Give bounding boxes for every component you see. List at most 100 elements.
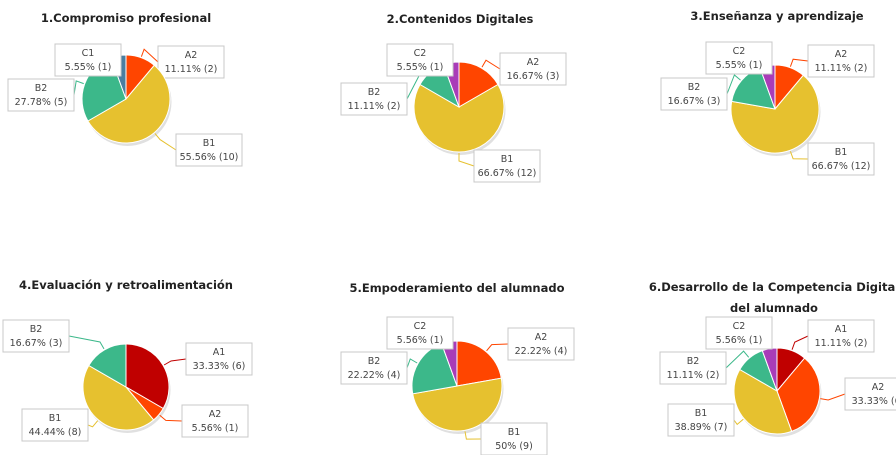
- label-leader-b1: [789, 151, 809, 160]
- label-leader-a2: [159, 414, 183, 422]
- slice-percent-label: 66.67% (12): [812, 161, 871, 172]
- slice-category-label: C2: [414, 48, 427, 59]
- slice-label-c2: C2 5.56% (1): [386, 316, 454, 350]
- slice-label-box: [181, 404, 249, 438]
- slice-category-label: C2: [733, 321, 746, 332]
- slice-label-b2: B2 27.78% (5): [7, 78, 75, 112]
- slice-label-c2: C2 5.56% (1): [705, 316, 773, 350]
- slice-percent-label: 22.22% (4): [515, 346, 568, 357]
- pie-slice-a2: [458, 61, 499, 108]
- label-leader-a2: [140, 48, 159, 63]
- slice-label-a2: A2 11.11% (2): [157, 45, 225, 79]
- slice-label-b1: B1 50% (9): [480, 422, 548, 455]
- pie-slice-a2: [456, 340, 502, 387]
- pie-chart-3: 3.Enseñanza y aprendizaje A2 11.11% (2) B1 6…: [660, 9, 875, 176]
- pie-slice-b1: [82, 364, 155, 431]
- label-leader-a2: [481, 59, 501, 70]
- slice-percent-label: 33.33% (6): [193, 361, 246, 372]
- slice-category-label: A2: [185, 50, 198, 61]
- slice-label-b2: B2 16.67% (3): [2, 319, 70, 353]
- chart-title: 4.Evaluación y retroalimentación: [19, 278, 233, 292]
- slice-label-c1: C1 5.55% (1): [54, 43, 122, 77]
- slice-label-box: [185, 342, 253, 376]
- label-leader-b2: [68, 335, 105, 350]
- label-leader-b1: [458, 153, 475, 167]
- slice-label-box: [386, 43, 454, 77]
- slice-label-b2: B2 11.11% (2): [340, 82, 408, 116]
- slice-label-box: [21, 408, 89, 442]
- slice-label-box: [660, 77, 728, 111]
- chart-title: 3.Enseñanza y aprendizaje: [690, 9, 863, 23]
- label-leader-a1: [163, 358, 187, 366]
- pie-slice-b1: [87, 64, 171, 144]
- slice-category-label: B1: [835, 147, 848, 158]
- slice-label-box: [807, 44, 875, 78]
- slice-label-box: [473, 149, 541, 183]
- slice-category-label: B2: [687, 356, 700, 367]
- slice-label-box: [667, 403, 735, 437]
- chart-title: 1.Compromiso profesional: [41, 11, 211, 25]
- slice-percent-label: 22.22% (4): [348, 370, 401, 381]
- slice-label-box: [705, 316, 773, 350]
- slice-category-label: B1: [695, 408, 708, 419]
- slice-category-label: B1: [508, 427, 521, 438]
- slice-label-b1: B1 66.67% (12): [473, 149, 541, 183]
- pie-chart-2: 2.Contenidos Digitales A2 16.67% (3) B1 66.6…: [340, 12, 567, 183]
- slice-label-c2: C2 5.55% (1): [705, 41, 773, 75]
- slice-category-label: A2: [209, 409, 222, 420]
- slice-label-box: [340, 351, 408, 385]
- label-leader-b1: [733, 418, 744, 426]
- slice-category-label: B2: [30, 324, 43, 335]
- slice-percent-label: 33.33% (6): [852, 396, 896, 407]
- pie-slice-b1: [412, 377, 503, 432]
- slice-percent-label: 11.11% (2): [815, 338, 868, 349]
- slice-percent-label: 5.56% (1): [192, 423, 239, 434]
- slice-label-a2: A2 22.22% (4): [507, 327, 575, 361]
- label-leader-b2: [406, 358, 418, 369]
- pie-slice-b1: [733, 368, 793, 435]
- slice-label-box: [807, 142, 875, 176]
- slice-percent-label: 5.55% (1): [65, 62, 112, 73]
- slice-percent-label: 5.55% (1): [716, 60, 763, 71]
- slice-category-label: B1: [49, 413, 62, 424]
- slice-percent-label: 44.44% (8): [29, 427, 82, 438]
- label-leader-a2: [486, 343, 509, 352]
- slice-label-b2: B2 16.67% (3): [660, 77, 728, 111]
- label-leader-a2: [789, 58, 809, 67]
- label-leader-b1: [154, 133, 177, 151]
- slice-category-label: A1: [213, 347, 226, 358]
- slice-label-a2: A2 11.11% (2): [807, 44, 875, 78]
- label-leader-b2: [725, 350, 750, 369]
- slice-percent-label: 11.11% (2): [815, 63, 868, 74]
- slice-category-label: B1: [501, 154, 514, 165]
- slice-label-box: [7, 78, 75, 112]
- slice-percent-label: 55.56% (10): [180, 152, 239, 163]
- chart-title: 6.Desarrollo de la Competencia Digital de…: [649, 280, 896, 315]
- slice-category-label: A1: [835, 324, 848, 335]
- slice-category-label: B2: [35, 83, 48, 94]
- slice-label-a1: A1 11.11% (2): [807, 319, 875, 353]
- slice-percent-label: 5.56% (1): [397, 335, 444, 346]
- slice-label-a1: A1 33.33% (6): [185, 342, 253, 376]
- pie-chart-6: 6.Desarrollo de la Competencia Digital de…: [649, 280, 896, 437]
- slice-percent-label: 5.55% (1): [397, 62, 444, 73]
- slice-percent-label: 16.67% (3): [507, 71, 560, 82]
- slice-percent-label: 11.11% (2): [667, 370, 720, 381]
- slice-category-label: C2: [414, 321, 427, 332]
- slice-category-label: B2: [368, 356, 381, 367]
- pie-chart-4: 4.Evaluación y retroalimentación A1 33.33%…: [2, 278, 253, 442]
- slice-label-b2: B2 22.22% (4): [340, 351, 408, 385]
- slice-percent-label: 11.11% (2): [348, 101, 401, 112]
- slice-label-b1: B1 66.67% (12): [807, 142, 875, 176]
- slice-percent-label: 38.89% (7): [675, 422, 728, 433]
- slice-category-label: A2: [535, 332, 548, 343]
- slice-label-box: [175, 133, 243, 167]
- pie-slice-b2: [88, 343, 127, 388]
- slice-category-label: B2: [688, 82, 701, 93]
- slice-category-label: A2: [872, 382, 885, 393]
- slice-percent-label: 16.67% (3): [668, 96, 721, 107]
- pie-slice-a1: [125, 343, 170, 410]
- slice-percent-label: 50% (9): [495, 441, 533, 452]
- slice-percent-label: 66.67% (12): [478, 168, 537, 179]
